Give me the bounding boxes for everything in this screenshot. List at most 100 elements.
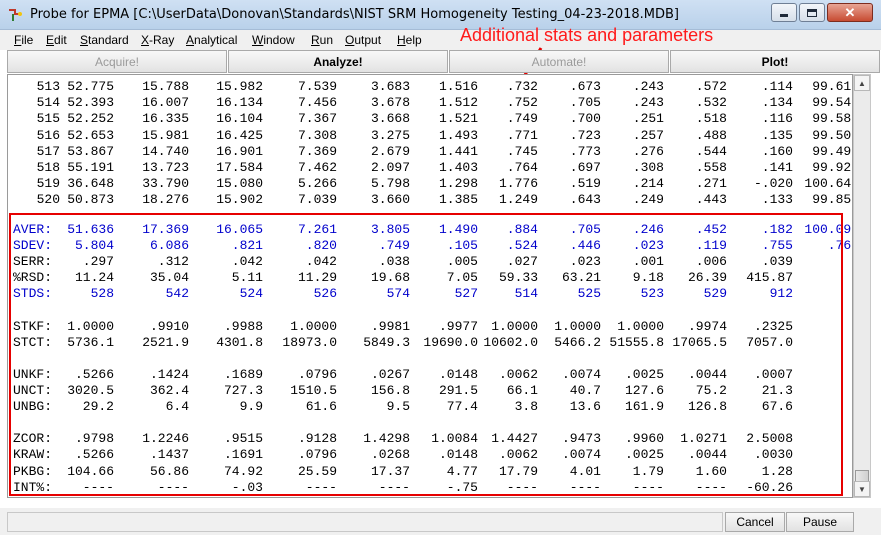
maximize-button[interactable] — [799, 3, 825, 22]
value-cell: 5.804 — [74, 238, 114, 254]
cancel-button[interactable]: Cancel — [725, 512, 785, 532]
value-cell: 1.79 — [632, 463, 664, 479]
stats-row: PKBG: 104.66 56.86 74.92 25.59 17.37 4.77 17.79… — [8, 463, 852, 480]
close-icon: ✕ — [844, 5, 856, 20]
close-button[interactable]: ✕ — [827, 3, 873, 22]
automate-button[interactable]: Automate! — [449, 50, 669, 73]
value-cell: .9988 — [223, 318, 263, 334]
value-cell: .027 — [506, 254, 538, 270]
menu-item-window[interactable]: Window — [252, 33, 295, 47]
value-cell: .9910 — [149, 318, 189, 334]
menu-mnemonic: F — [14, 33, 22, 47]
value-cell: ---- — [157, 479, 189, 495]
minimize-button[interactable] — [771, 3, 797, 22]
menu-item-analytical[interactable]: Analytical — [186, 33, 237, 47]
value-cell: .312 — [157, 254, 189, 270]
stats-row: STCT: 5736.1 2521.9 4301.8 18973.0 5849.3 1969… — [8, 334, 852, 351]
row-label: SDEV: — [13, 238, 53, 254]
value-cell: .0025 — [624, 366, 664, 382]
value-cell: 17.79 — [498, 463, 538, 479]
value-cell: .9798 — [74, 431, 114, 447]
row-id: 513 — [36, 79, 60, 94]
menu-label: nalytical — [194, 33, 238, 47]
value-cell: 127.6 — [624, 383, 664, 398]
value-cell: 7.539 — [297, 79, 337, 94]
value-cell: .0796 — [297, 447, 337, 463]
value-cell: ---- — [506, 479, 538, 495]
value-cell: .572 — [695, 79, 727, 94]
value-cell: 15.080 — [216, 176, 263, 192]
value-cell: 1.776 — [498, 176, 538, 192]
value-cell: 5466.2 — [554, 334, 601, 350]
value-cell: 7.456 — [297, 95, 337, 111]
menu-mnemonic: E — [46, 33, 55, 47]
data-row: 518 55.191 13.723 17.584 7.462 2.097 1.403 .764… — [8, 160, 852, 176]
value-cell: .141 — [761, 160, 793, 175]
menu-label: tandard — [88, 33, 129, 47]
vertical-scrollbar[interactable]: ▲ ▼ — [853, 74, 871, 498]
menu-mnemonic: R — [311, 33, 320, 47]
row-label: UNCT: — [13, 383, 53, 398]
value-cell: 67.6 — [761, 399, 793, 415]
menu-item-file[interactable]: File — [14, 33, 33, 47]
value-cell: -.75 — [446, 479, 478, 495]
scroll-up-arrow-icon[interactable]: ▲ — [854, 75, 870, 91]
value-cell: .105 — [446, 238, 478, 254]
value-cell: 99.616 — [812, 79, 852, 94]
value-cell: .518 — [695, 111, 727, 127]
row-id: 519 — [36, 176, 60, 192]
value-cell: .0044 — [687, 366, 727, 382]
value-cell: 61.6 — [305, 399, 337, 415]
value-cell: 15.982 — [216, 79, 263, 94]
row-label: AVER: — [13, 222, 53, 237]
data-row: 519 36.648 33.790 15.080 5.266 5.798 1.298 1.77… — [8, 176, 852, 192]
menu-item-run[interactable]: Run — [311, 33, 333, 47]
value-cell: 1.403 — [438, 160, 478, 175]
value-cell: 10602.0 — [483, 334, 538, 350]
stats-row: KRAW: .5266 .1437 .1691 .0796 .0268 .0148 .0062… — [8, 447, 852, 463]
scroll-down-arrow-icon[interactable]: ▼ — [854, 481, 870, 497]
menu-item-help[interactable]: Help — [397, 33, 422, 47]
value-cell: 9.5 — [386, 399, 410, 415]
stats-row: ZCOR: .9798 1.2246 .9515 .9128 1.4298 1.0084 1.… — [8, 431, 852, 447]
results-text-area[interactable]: 513 52.775 15.788 15.982 7.539 3.683 1.516 .732… — [7, 74, 853, 498]
menu-item-edit[interactable]: Edit — [46, 33, 67, 47]
value-cell: .544 — [695, 143, 727, 159]
menu-item-output[interactable]: Output — [345, 33, 381, 47]
value-cell: .214 — [632, 176, 664, 192]
value-cell: .446 — [569, 238, 601, 254]
menu-item-standard[interactable]: Standard — [80, 33, 129, 47]
value-cell: .0148 — [438, 447, 478, 463]
value-cell: 16.134 — [216, 95, 263, 111]
menu-label: un — [319, 33, 334, 47]
plot-button[interactable]: Plot! — [670, 50, 880, 73]
row-id: 520 — [36, 192, 60, 208]
value-cell: 74.92 — [223, 463, 263, 479]
value-cell: 1.512 — [438, 95, 478, 111]
value-cell: .243 — [632, 79, 664, 94]
value-cell: 1.0000 — [554, 318, 601, 334]
analyze-button[interactable]: Analyze! — [228, 50, 448, 73]
value-cell: 99.493 — [812, 143, 852, 159]
value-cell: .114 — [761, 79, 793, 94]
pause-button[interactable]: Pause — [786, 512, 854, 532]
value-cell: 17.584 — [216, 160, 263, 175]
value-cell: 525 — [577, 286, 601, 302]
value-cell: 16.901 — [216, 143, 263, 159]
value-cell: .673 — [569, 79, 601, 94]
annotation-text: Additional stats and parameters — [460, 25, 714, 45]
value-cell: 3.275 — [370, 127, 410, 143]
menu-item-xray[interactable]: X-Ray — [141, 33, 174, 47]
value-cell: 26.39 — [687, 270, 727, 286]
value-cell: .0267 — [370, 366, 410, 382]
title-bar: Probe for EPMA [C:\UserData\Donovan\Stan… — [0, 0, 881, 30]
value-cell: -60.26 — [746, 479, 793, 495]
row-label: UNKF: — [13, 366, 53, 382]
value-cell: 6.086 — [149, 238, 189, 254]
value-cell: 2521.9 — [142, 334, 189, 350]
value-cell: .297 — [82, 254, 114, 270]
value-cell: 19690.0 — [423, 334, 478, 350]
acquire-button[interactable]: Acquire! — [7, 50, 227, 73]
value-cell: .0268 — [370, 447, 410, 463]
value-cell: 99.852 — [812, 192, 852, 208]
